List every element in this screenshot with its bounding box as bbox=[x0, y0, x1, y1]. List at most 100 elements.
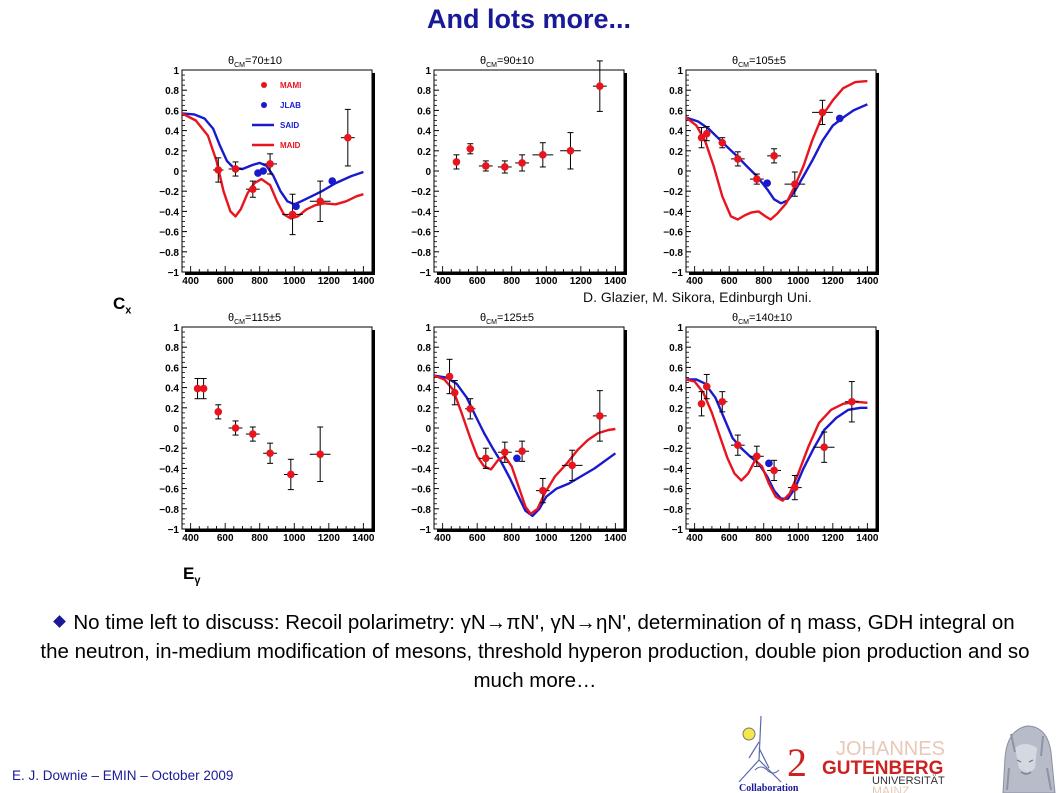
y-tick-label: −0.6 bbox=[411, 485, 431, 496]
chart-title-sub: CM bbox=[738, 319, 749, 326]
point-marker bbox=[259, 167, 267, 175]
x-tick-label: 1000 bbox=[283, 533, 306, 544]
y-tick-label: −0.2 bbox=[663, 187, 683, 198]
point-marker bbox=[566, 147, 575, 155]
legend-label: MAMI bbox=[280, 81, 301, 90]
y-tick-label: −0.8 bbox=[159, 248, 179, 259]
data-point-mami bbox=[697, 127, 706, 149]
y-tick-label: −0.4 bbox=[411, 464, 431, 475]
y-tick-label: −0.4 bbox=[159, 464, 179, 475]
point-marker bbox=[770, 466, 778, 475]
data-point-mami bbox=[213, 157, 224, 183]
y-tick-label: 0.8 bbox=[417, 86, 431, 97]
chart-title-theta: θ bbox=[228, 312, 234, 324]
chart-title-theta: θ bbox=[480, 312, 486, 324]
x-tick-label: 1200 bbox=[822, 533, 845, 544]
y-tick-label: 0.4 bbox=[417, 384, 431, 395]
chart-theta-90: θCM=90±10 1 0.8 0.6 0.4 0.2 0 −0.2 −0.4 −0.6 −0.8 −… bbox=[411, 52, 627, 287]
x-tick-label: 600 bbox=[469, 533, 486, 544]
y-tick-label: 0.4 bbox=[165, 384, 179, 395]
point-marker bbox=[518, 159, 526, 167]
point-marker bbox=[518, 447, 526, 456]
data-point-mami bbox=[702, 126, 711, 142]
data-point-mami bbox=[784, 171, 806, 197]
point-marker bbox=[596, 412, 604, 420]
data-point-mami bbox=[535, 478, 550, 504]
y-tick-label: 0.8 bbox=[669, 86, 683, 97]
x-tick-label: 800 bbox=[755, 276, 772, 287]
point-marker bbox=[791, 180, 799, 188]
data-point-jlab bbox=[328, 177, 337, 185]
point-marker bbox=[820, 443, 828, 451]
chart-title-rest: =115±5 bbox=[245, 312, 281, 324]
data-point-jlab bbox=[292, 202, 300, 211]
series-line-said bbox=[686, 378, 868, 500]
point-marker bbox=[702, 129, 711, 138]
point-marker bbox=[753, 452, 761, 461]
data-point-mami bbox=[702, 373, 711, 400]
chart-title: θCM=105±5 bbox=[723, 52, 799, 69]
chart-title-text: θCM=115±5 bbox=[228, 312, 281, 326]
chart-title-rest: =125±5 bbox=[497, 312, 534, 324]
a2-logo-number: 2 bbox=[787, 740, 807, 785]
point-marker bbox=[539, 486, 547, 495]
chart-title: θCM=90±10 bbox=[471, 52, 547, 69]
x-tick-label: 1400 bbox=[604, 533, 627, 544]
point-marker bbox=[214, 166, 223, 174]
x-tick-label: 800 bbox=[503, 276, 520, 287]
data-point-mami bbox=[515, 154, 529, 172]
y-tick-label: 0 bbox=[173, 424, 179, 435]
data-point-jlab bbox=[259, 167, 267, 175]
y-tick-label: −0.2 bbox=[159, 187, 179, 198]
chart-legend: MAMI JLAB SAID MAID bbox=[252, 81, 301, 150]
series-line-said bbox=[182, 112, 364, 206]
point-marker bbox=[231, 165, 240, 173]
point-marker bbox=[482, 454, 490, 463]
y-tick-label: −0.2 bbox=[411, 187, 431, 198]
point-marker bbox=[718, 138, 727, 147]
data-point-mami bbox=[767, 459, 781, 482]
y-tick-label: −0.4 bbox=[663, 464, 683, 475]
y-tick-label: 0.4 bbox=[417, 127, 431, 138]
y-tick-label: 0 bbox=[677, 167, 683, 178]
slide-title: And lots more... bbox=[426, 4, 632, 34]
data-point-mami bbox=[787, 474, 802, 501]
jgu-mainz-logo: JOHANNES GUTENBERG UNIVERSITÄT MAINZ bbox=[822, 738, 945, 793]
y-tick-label: −0.6 bbox=[159, 485, 179, 496]
y-tick-label: 0.6 bbox=[669, 106, 683, 117]
y-axis-label-main: C bbox=[113, 294, 126, 313]
x-tick-label: 800 bbox=[251, 533, 268, 544]
x-tick-label: 1400 bbox=[352, 533, 375, 544]
chart-title: θCM=115±5 bbox=[219, 309, 295, 326]
y-tick-label: −1 bbox=[672, 525, 684, 536]
x-tick-label: 400 bbox=[434, 533, 451, 544]
chart-title-box bbox=[471, 309, 547, 325]
y-tick-label: 0.6 bbox=[165, 363, 179, 374]
data-point-mami bbox=[592, 60, 607, 112]
chart-title-box bbox=[219, 52, 295, 68]
legend-label: MAID bbox=[280, 141, 301, 150]
x-tick-label: 400 bbox=[686, 533, 703, 544]
data-point-mami bbox=[697, 391, 706, 417]
legend-marker bbox=[261, 82, 267, 88]
point-marker bbox=[266, 160, 274, 168]
point-marker bbox=[214, 408, 223, 416]
point-marker bbox=[328, 177, 337, 185]
y-tick-label: −0.2 bbox=[159, 444, 179, 455]
x-tick-label: 600 bbox=[721, 533, 738, 544]
point-marker bbox=[193, 384, 202, 393]
x-axis-label-sub: γ bbox=[194, 574, 201, 587]
data-point-mami bbox=[560, 132, 581, 170]
point-marker bbox=[718, 397, 727, 406]
point-marker bbox=[445, 372, 454, 381]
data-point-mami bbox=[214, 404, 223, 420]
x-tick-label: 1000 bbox=[535, 276, 558, 287]
y-tick-label: 0 bbox=[425, 167, 431, 178]
series-line-maid bbox=[686, 79, 868, 221]
x-tick-label: 400 bbox=[686, 276, 703, 287]
chart-theta-70: θCM=70±10 1 0.8 0.6 0.4 0.2 0 −0.2 −0.4 −0.6 −0.8 −… bbox=[159, 52, 375, 287]
point-marker bbox=[466, 144, 475, 153]
y-tick-label: −0.4 bbox=[159, 207, 179, 218]
x-axis-label-main: E bbox=[183, 564, 195, 583]
data-point-mami bbox=[561, 449, 583, 482]
